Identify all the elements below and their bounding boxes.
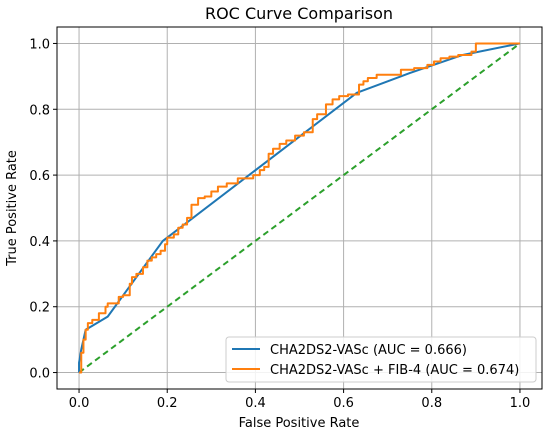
- x-tick-label: 0.4: [245, 396, 266, 411]
- legend-box: [225, 336, 537, 383]
- chart-title: ROC Curve Comparison: [205, 4, 393, 23]
- y-tick-label: 0.2: [29, 301, 50, 316]
- x-tick-label: 0.6: [333, 396, 354, 411]
- y-tick-label: 0.8: [29, 103, 50, 118]
- series-layer: [78, 42, 521, 374]
- x-tick-label: 0.8: [421, 396, 442, 411]
- chance-diagonal-line: [78, 42, 521, 374]
- legend-label-2: CHA2DS2-VASc + FIB-4 (AUC = 0.674): [270, 363, 519, 378]
- x-tick-label: 1.0: [510, 396, 531, 411]
- series-line-2: [79, 42, 520, 374]
- legend: CHA2DS2-VASc (AUC = 0.666) CHA2DS2-VASc …: [225, 336, 537, 383]
- plot-frame: [56, 26, 543, 390]
- axis-ticks: 0.0 0.2 0.4 0.6 0.8 1.0 0.0 0.2 0.4 0.6 0.8 1.0: [29, 37, 530, 411]
- grid: [57, 27, 542, 389]
- x-tick-label: 0.0: [69, 396, 90, 411]
- y-axis-label: True Positive Rate: [5, 150, 20, 267]
- x-tick-label: 0.2: [157, 396, 178, 411]
- x-axis-label: False Positive Rate: [239, 416, 360, 431]
- legend-label-1: CHA2DS2-VASc (AUC = 0.666): [270, 343, 467, 358]
- y-tick-label: 0.0: [29, 367, 50, 382]
- y-tick-label: 1.0: [29, 37, 50, 52]
- y-tick-label: 0.4: [29, 235, 50, 250]
- y-tick-label: 0.6: [29, 169, 50, 184]
